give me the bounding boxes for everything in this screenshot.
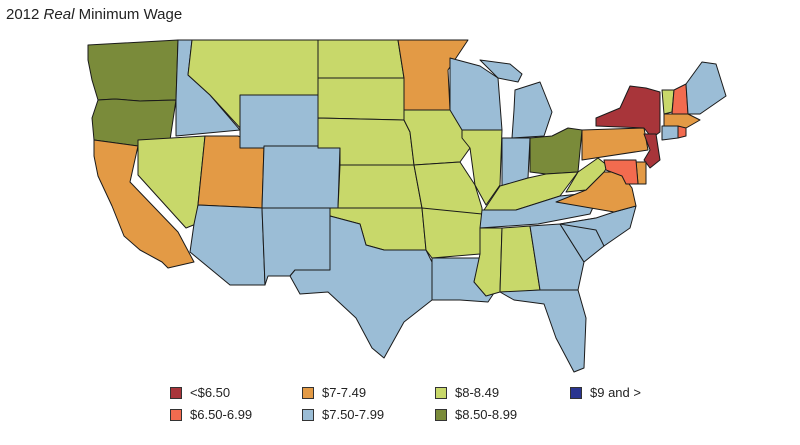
title-rest: Minimum Wage <box>78 6 183 23</box>
state-nc <box>559 205 637 247</box>
state-ga <box>529 223 585 291</box>
state-wy <box>239 94 321 149</box>
state-ri <box>677 125 687 139</box>
state-nj <box>643 133 661 169</box>
state-me <box>685 61 727 115</box>
title-italic: Real <box>43 6 75 23</box>
state-mi <box>479 59 553 139</box>
state-co <box>261 145 341 209</box>
state-ks <box>337 164 423 209</box>
state-pa <box>581 127 649 161</box>
state-nh <box>671 83 689 115</box>
state-ca <box>93 139 195 269</box>
state-tx <box>289 215 433 359</box>
title-year: 2012 <box>6 6 40 23</box>
state-fl <box>499 289 587 373</box>
state-nd <box>317 39 405 79</box>
state-ar <box>421 207 483 259</box>
state-md <box>603 159 639 185</box>
state-ma <box>663 113 701 129</box>
state-sd <box>317 77 405 121</box>
state-az <box>189 204 266 286</box>
state-ct <box>661 125 679 141</box>
state-nv <box>137 135 206 229</box>
state-wa <box>87 39 179 102</box>
state-oh <box>529 127 583 175</box>
state-ny <box>595 85 661 139</box>
map-title: 2012 Real Minimum Wage <box>6 6 182 23</box>
